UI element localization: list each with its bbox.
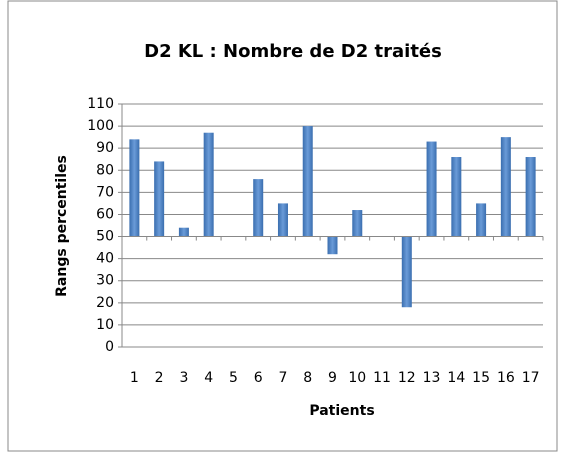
- x-tick-label: 13: [423, 370, 441, 386]
- x-tick-label: 17: [522, 370, 540, 386]
- y-tick-label: 100: [87, 118, 114, 134]
- bar: [525, 157, 536, 237]
- x-tick-label: 15: [472, 370, 490, 386]
- bar: [327, 236, 338, 255]
- bar: [476, 203, 487, 237]
- bar: [500, 137, 511, 237]
- y-tick-label: 50: [96, 229, 114, 245]
- bar: [253, 179, 264, 237]
- chart-title: D2 KL : Nombre de D2 traités: [144, 41, 442, 62]
- y-tick-label: 0: [105, 339, 114, 355]
- x-tick-label: 12: [398, 370, 416, 386]
- bar: [178, 227, 189, 237]
- x-tick-label: 10: [348, 370, 366, 386]
- bar: [203, 132, 214, 237]
- bar: [302, 126, 313, 237]
- y-tick-label: 90: [96, 140, 114, 156]
- y-tick-label: 110: [87, 96, 114, 112]
- x-axis-title: Patients: [309, 403, 374, 419]
- bar: [426, 141, 437, 237]
- x-tick-label: 3: [179, 370, 188, 386]
- y-tick-label: 40: [96, 251, 114, 267]
- y-axis-title: Rangs percentiles: [54, 155, 70, 297]
- x-tick-label: 8: [303, 370, 312, 386]
- x-tick-label: 5: [229, 370, 238, 386]
- x-tick-label: 14: [447, 370, 465, 386]
- x-tick-label: 9: [328, 370, 337, 386]
- bar: [352, 210, 363, 237]
- x-tick-label: 11: [373, 370, 391, 386]
- bar: [451, 157, 462, 237]
- y-tick-label: 30: [96, 273, 114, 289]
- bar: [277, 203, 288, 237]
- y-tick-label: 70: [96, 184, 114, 200]
- bar: [129, 139, 140, 237]
- bar: [401, 236, 412, 308]
- x-tick-label: 1: [130, 370, 139, 386]
- y-tick-label: 60: [96, 206, 114, 222]
- y-tick-label: 80: [96, 162, 114, 178]
- y-tick-label: 10: [96, 317, 114, 333]
- x-tick-label: 4: [204, 370, 213, 386]
- x-tick-label: 16: [497, 370, 515, 386]
- x-tick-label: 7: [279, 370, 288, 386]
- x-tick-label: 2: [155, 370, 164, 386]
- x-tick-label: 6: [254, 370, 263, 386]
- y-tick-label: 20: [96, 295, 114, 311]
- bar: [154, 161, 165, 237]
